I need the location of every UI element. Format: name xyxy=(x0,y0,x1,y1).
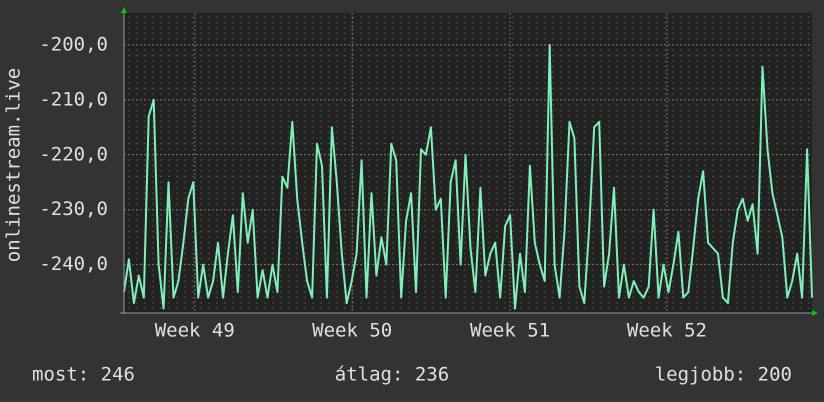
legend-average: átlag: 236 xyxy=(335,364,449,386)
x-tick-label: Week 50 xyxy=(312,320,392,342)
data-line xyxy=(123,43,813,310)
x-arrow xyxy=(812,310,818,316)
x-tick-label: Week 51 xyxy=(470,320,550,342)
x-tick-label: Week 52 xyxy=(627,320,707,342)
legend-max: legjobb: 200 xyxy=(655,364,792,386)
y-tick-label: -220,0 xyxy=(39,143,108,165)
y-axis-label: onlinestream.live xyxy=(3,68,25,262)
y-tick-label: -230,0 xyxy=(39,198,108,220)
y-tick-label: -210,0 xyxy=(39,88,108,110)
y-tick-label: -240,0 xyxy=(39,253,108,275)
x-tick-label: Week 49 xyxy=(155,320,235,342)
plot xyxy=(123,13,813,313)
y-arrow xyxy=(121,7,127,13)
legend-current: most: 246 xyxy=(32,364,135,386)
y-tick-label: -200,0 xyxy=(39,33,108,55)
